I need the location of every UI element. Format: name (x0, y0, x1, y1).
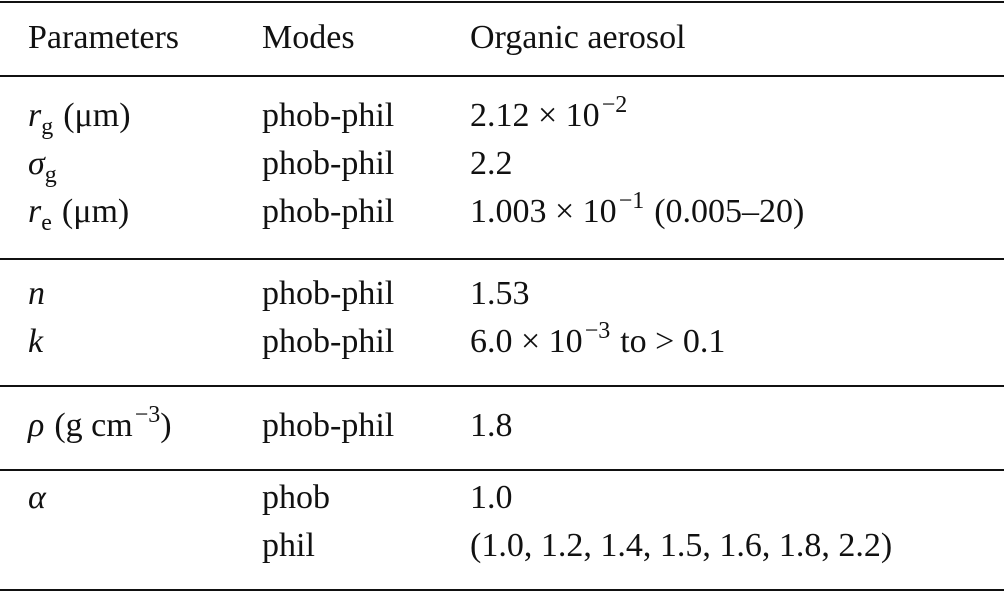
unit: (g cm (54, 407, 133, 444)
value-exponent: −1 (618, 188, 645, 214)
bottom-rule (0, 589, 1004, 591)
symbol: n (28, 275, 45, 312)
unit-end: ) (160, 407, 172, 444)
mode-cell: phob-phil (262, 190, 394, 234)
mode: phil (262, 527, 315, 564)
subscript: e (41, 210, 52, 236)
value-base: (1.0, 1.2, 1.4, 1.5, 1.6, 1.8, 2.2) (470, 527, 893, 564)
header-cell: Modes (262, 16, 355, 60)
value-suffix: to > 0.1 (620, 323, 726, 360)
header-cell: Parameters (28, 16, 179, 60)
symbol: σ (28, 145, 45, 182)
parameter-cell: n (28, 272, 45, 316)
value-suffix: (0.005–20) (654, 193, 805, 230)
value-cell: (1.0, 1.2, 1.4, 1.5, 1.6, 1.8, 2.2) (470, 524, 892, 568)
value-base: 2.12 × 10 (470, 97, 600, 134)
group-rule (0, 258, 1004, 260)
symbol: α (28, 479, 46, 516)
parameter-cell: rg (μm) (28, 94, 131, 140)
parameter-cell: ρ (g cm−3) (28, 402, 172, 448)
parameter-cell: α (28, 476, 46, 520)
subscript: g (41, 114, 54, 140)
symbol: r (28, 97, 42, 134)
parameter-cell: k (28, 320, 43, 364)
mode-cell: phob-phil (262, 94, 394, 138)
mode-cell: phob-phil (262, 404, 394, 448)
value-cell: 1.0 (470, 476, 513, 520)
value-base: 1.003 × 10 (470, 193, 617, 230)
header-rule (0, 75, 1004, 77)
unit-exponent: −3 (134, 402, 161, 428)
mode: phob-phil (262, 193, 395, 230)
mode: phob-phil (262, 407, 395, 444)
value-base: 2.2 (470, 145, 513, 182)
group-rule (0, 385, 1004, 387)
value-cell: 2.2 (470, 142, 513, 186)
header-text: Modes (262, 19, 355, 56)
value-exponent: −2 (601, 92, 628, 118)
symbol: ρ (28, 407, 45, 444)
mode: phob-phil (262, 275, 395, 312)
value-base: 1.8 (470, 407, 513, 444)
mode: phob (262, 479, 330, 516)
unit: (μm) (63, 97, 131, 134)
value-cell: 1.003 × 10−1 (0.005–20) (470, 188, 805, 234)
value-cell: 1.53 (470, 272, 530, 316)
value-base: 1.53 (470, 275, 530, 312)
parameter-cell: re (μm) (28, 190, 130, 236)
value-base: 6.0 × 10 (470, 323, 583, 360)
mode-cell: phob-phil (262, 320, 394, 364)
top-rule (0, 1, 1004, 3)
symbol: r (28, 193, 42, 230)
group-rule (0, 469, 1004, 471)
value-cell: 1.8 (470, 404, 513, 448)
symbol: k (28, 323, 44, 360)
mode-cell: phob (262, 476, 330, 520)
mode: phob-phil (262, 97, 395, 134)
value-exponent: −3 (584, 318, 611, 344)
mode: phob-phil (262, 145, 395, 182)
mode-cell: phob-phil (262, 142, 394, 186)
mode-cell: phob-phil (262, 272, 394, 316)
parameter-cell: σg (28, 142, 57, 188)
value-base: 1.0 (470, 479, 513, 516)
unit: (μm) (61, 193, 130, 230)
subscript: g (44, 162, 57, 188)
mode-cell: phil (262, 524, 315, 568)
value-cell: 6.0 × 10−3 to > 0.1 (470, 318, 726, 364)
header-text: Parameters (28, 19, 180, 56)
header-text: Organic aerosol (470, 19, 686, 56)
mode: phob-phil (262, 323, 395, 360)
header-cell: Organic aerosol (470, 16, 686, 60)
value-cell: 2.12 × 10−2 (470, 92, 628, 138)
